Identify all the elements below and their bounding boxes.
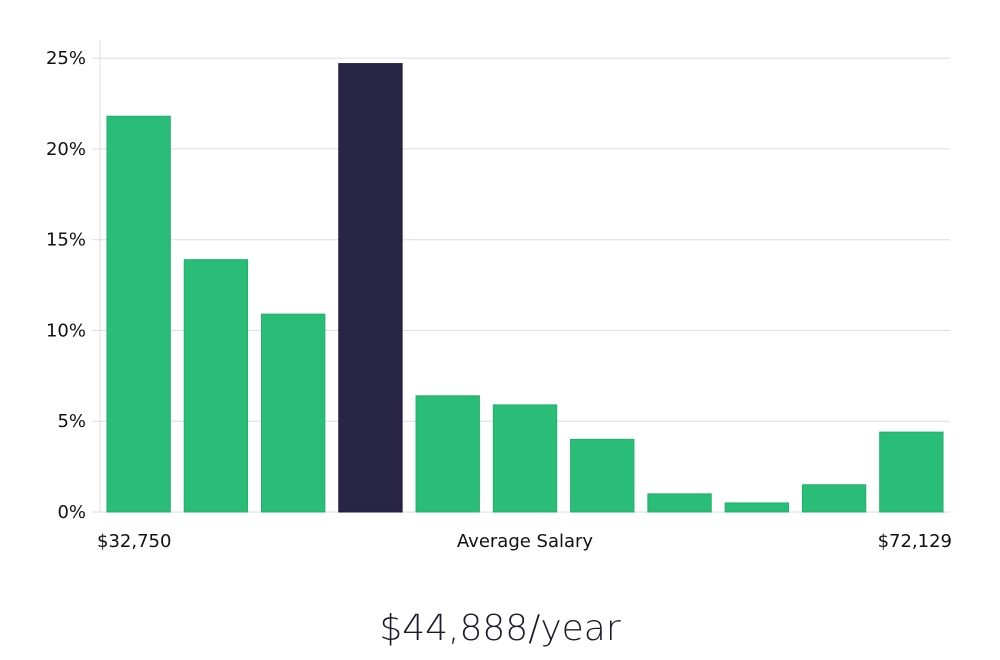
bar [183,259,249,513]
x-min-label: $32,750 [97,531,171,552]
y-tick-label: 10% [46,320,86,341]
chart-canvas: 0% 5% 10% 15% 20% 25% $32,750 Average Salary $72… [46,40,952,552]
bar [492,404,558,513]
bar [570,438,635,513]
bar [415,395,480,513]
bar [879,431,944,513]
y-tick-label: 5% [57,411,86,432]
y-tick-label: 0% [57,502,86,523]
y-tick-label: 20% [46,139,86,160]
x-max-label: $72,129 [878,531,952,552]
y-tick-label: 25% [46,48,86,69]
bar-highlight [338,63,403,513]
y-tick-label: 15% [46,230,86,251]
x-axis-title: Average Salary [457,531,594,552]
bar [261,313,326,513]
bar [724,502,789,513]
bar [106,115,171,513]
bar [801,484,867,513]
average-salary-headline: $44,888/year [379,608,621,649]
bar [647,493,712,513]
